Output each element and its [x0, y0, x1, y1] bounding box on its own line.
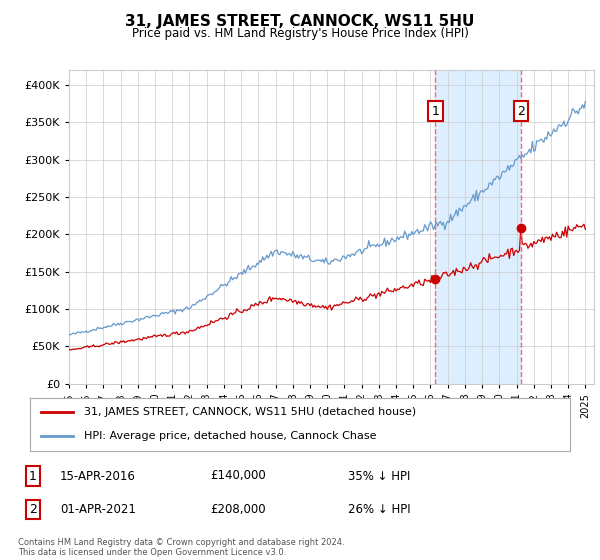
Text: 31, JAMES STREET, CANNOCK, WS11 5HU (detached house): 31, JAMES STREET, CANNOCK, WS11 5HU (det… [84, 408, 416, 418]
Text: 35% ↓ HPI: 35% ↓ HPI [348, 469, 410, 483]
Text: 01-APR-2021: 01-APR-2021 [60, 503, 136, 516]
Bar [436, 70, 521, 384]
Text: 1: 1 [431, 105, 439, 118]
Text: 31, JAMES STREET, CANNOCK, WS11 5HU: 31, JAMES STREET, CANNOCK, WS11 5HU [125, 14, 475, 29]
Text: 1: 1 [29, 469, 37, 483]
Text: 26% ↓ HPI: 26% ↓ HPI [348, 503, 410, 516]
Text: £208,000: £208,000 [210, 503, 266, 516]
Text: £140,000: £140,000 [210, 469, 266, 483]
Text: Price paid vs. HM Land Registry's House Price Index (HPI): Price paid vs. HM Land Registry's House … [131, 27, 469, 40]
Text: Contains HM Land Registry data © Crown copyright and database right 2024.
This d: Contains HM Land Registry data © Crown c… [18, 538, 344, 557]
Text: HPI: Average price, detached house, Cannock Chase: HPI: Average price, detached house, Cann… [84, 431, 377, 441]
Text: 15-APR-2016: 15-APR-2016 [60, 469, 136, 483]
Text: 2: 2 [517, 105, 525, 118]
Text: 2: 2 [29, 503, 37, 516]
